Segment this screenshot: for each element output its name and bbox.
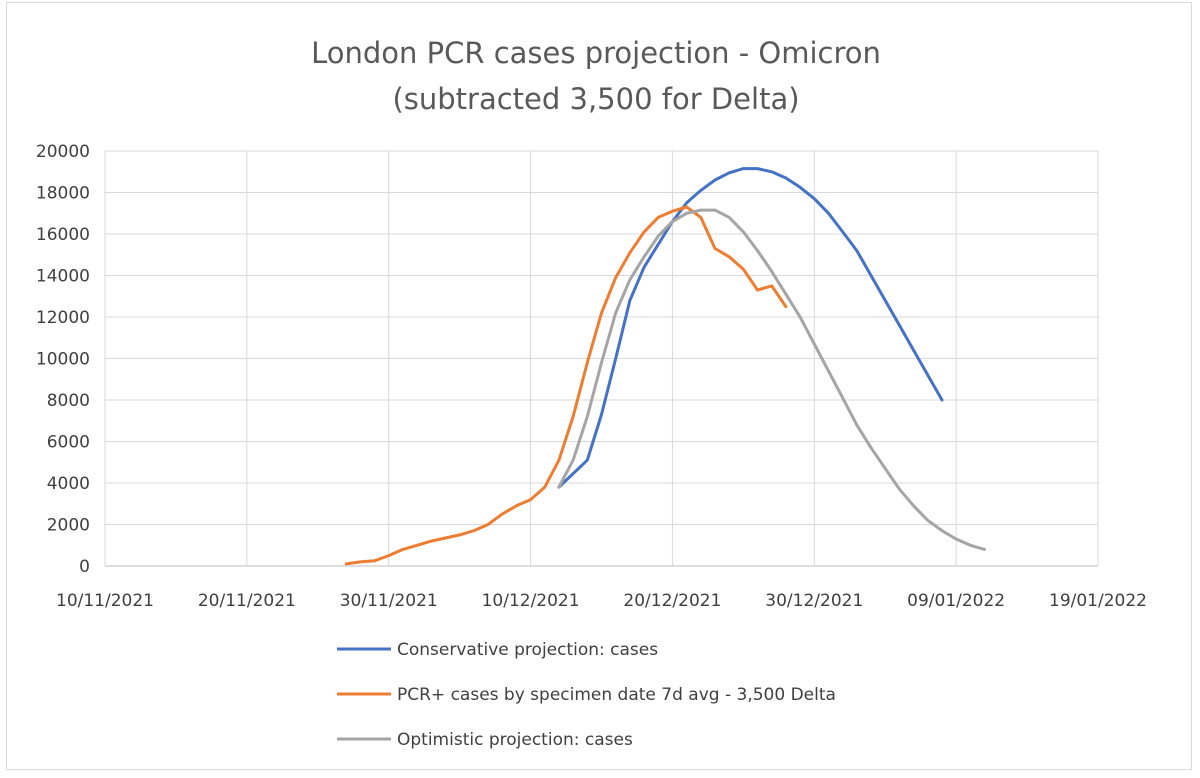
y-tick-label: 14000: [36, 267, 90, 287]
y-tick-label: 4000: [47, 474, 90, 494]
x-tick-label: 30/12/2021: [765, 591, 863, 611]
chart-title: London PCR cases projection - Omicron: [311, 36, 881, 70]
series-line-2: [344, 205, 788, 566]
x-tick-label: 20/11/2021: [198, 591, 296, 611]
series-layer: [344, 167, 986, 566]
y-tick-label: 0: [79, 557, 90, 577]
x-tick-label: 19/01/2022: [1049, 591, 1147, 611]
series-line-3: [557, 208, 986, 551]
x-tick-label: 20/12/2021: [623, 591, 721, 611]
chart-svg: London PCR cases projection - Omicron (s…: [36, 36, 1147, 750]
legend-label-3: Optimistic projection: cases: [397, 730, 633, 750]
y-tick-label: 18000: [36, 184, 90, 204]
series-line-1: [557, 167, 944, 489]
x-tick-label: 09/01/2022: [907, 591, 1005, 611]
y-tick-label: 6000: [47, 433, 90, 453]
y-tick-label: 10000: [36, 350, 90, 370]
axis-layer: 0 2000 4000 6000 8000 10000 12000 14000 16000 180…: [36, 142, 1147, 611]
legend-label-1: Conservative projection: cases: [397, 640, 658, 660]
y-tick-label: 2000: [47, 516, 90, 536]
legend-label-2: PCR+ cases by specimen date 7d avg - 3,5…: [397, 685, 836, 705]
y-tick-label: 20000: [36, 142, 90, 162]
x-tick-label: 30/11/2021: [340, 591, 438, 611]
x-tick-label: 10/12/2021: [482, 591, 580, 611]
y-tick-label: 16000: [36, 225, 90, 245]
x-tick-label: 10/11/2021: [56, 591, 154, 611]
y-tick-label: 12000: [36, 308, 90, 328]
y-tick-label: 8000: [47, 391, 90, 411]
chart-frame: London PCR cases projection - Omicron (s…: [6, 2, 1192, 770]
legend: Conservative projection: cases PCR+ cases…: [337, 640, 836, 750]
chart-subtitle: (subtracted 3,500 for Delta): [392, 82, 799, 116]
